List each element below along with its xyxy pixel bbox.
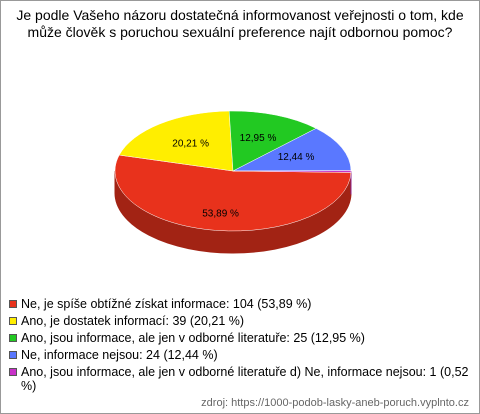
slice: [228, 110, 317, 172]
slice: [114, 154, 352, 232]
slice: [118, 110, 234, 172]
legend-item: Ano, je dostatek informací: 39 (20,21 %): [9, 314, 471, 328]
data-label: 12,95 %: [240, 133, 277, 144]
slice: [232, 128, 352, 172]
legend-label: Ano, je dostatek informací: 39 (20,21 %): [21, 314, 245, 328]
legend-item: Ne, je spíše obtížné získat informace: 1…: [9, 297, 471, 311]
pie: 53,89 % 20,21 % 12,95 %12,44 %: [114, 110, 352, 254]
legend-label: Ne, je spíše obtížné získat informace: 1…: [21, 297, 312, 311]
legend-swatch: [9, 351, 17, 359]
source: zdroj: https://1000-podob-lasky-aneb-por…: [201, 397, 469, 409]
legend-label: Ano, jsou informace, ale jen v odborné l…: [21, 365, 469, 393]
chart-title: Je podle Vašeho názoru dostatečná inform…: [16, 7, 464, 40]
legend-label: Ne, informace nejsou: 24 (12,44 %): [21, 348, 218, 362]
legend-item: Ano, jsou informace, ale jen v odborné l…: [9, 331, 471, 345]
legend-label: Ano, jsou informace, ale jen v odborné l…: [21, 331, 365, 345]
slice: [232, 170, 352, 173]
legend-swatch: [9, 368, 17, 376]
data-label: 20,21 %: [172, 138, 209, 149]
legend-swatch: [9, 317, 17, 325]
legend-item: Ano, jsou informace, ale jen v odborné l…: [9, 365, 471, 393]
legend-swatch: [9, 334, 17, 342]
legend-item: Ne, informace nejsou: 24 (12,44 %): [9, 348, 471, 362]
legend: Ne, je spíše obtížné získat informace: 1…: [9, 297, 471, 396]
data-label: 53,89 %: [202, 208, 239, 219]
legend-swatch: [9, 300, 17, 308]
data-label: 12,44 %: [278, 152, 315, 163]
